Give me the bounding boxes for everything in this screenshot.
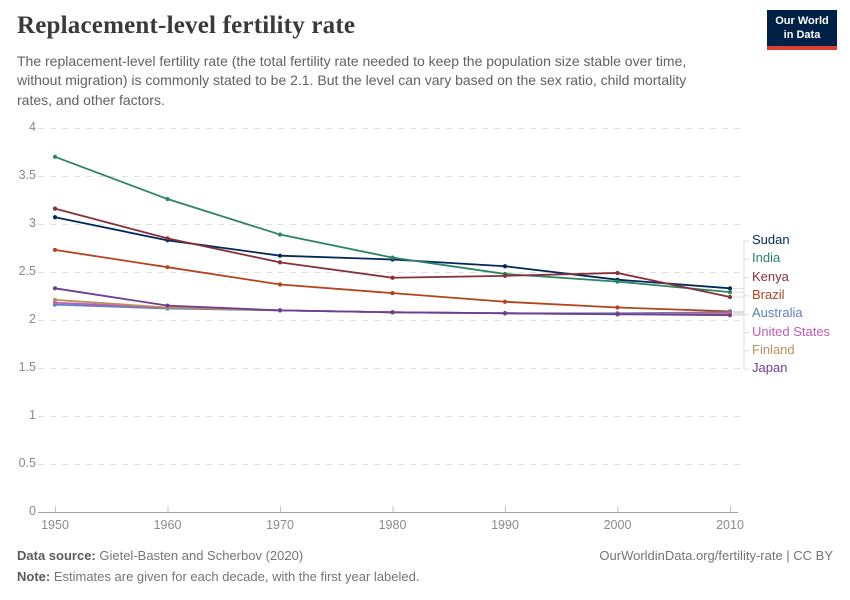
y-tick-3: 3 — [29, 216, 36, 230]
y-tick-2-5: 2.5 — [18, 264, 36, 278]
legend-item-australia[interactable]: Australia — [752, 305, 803, 321]
data-source-line: Data source: Gietel-Basten and Scherbov … — [17, 548, 303, 563]
y-tick-0-5: 0.5 — [18, 456, 36, 470]
x-tick-2010: 2010 — [716, 518, 744, 532]
note-line: Note: Estimates are given for each decad… — [17, 569, 419, 584]
owid-logo[interactable]: Our World in Data — [767, 10, 837, 50]
data-source-text: Gietel-Basten and Scherbov (2020) — [95, 548, 304, 563]
legend-item-sudan[interactable]: Sudan — [752, 232, 790, 247]
note-label: Note: — [17, 569, 51, 584]
chart-subtitle: The replacement-level fertility rate (th… — [17, 53, 687, 108]
x-tick-1970: 1970 — [266, 518, 294, 532]
legend-item-kenya[interactable]: Kenya — [752, 268, 789, 284]
x-tick-1990: 1990 — [491, 518, 519, 532]
legend-item-united-states[interactable]: United States — [752, 323, 831, 339]
x-tick-1960: 1960 — [153, 518, 182, 532]
license-link[interactable]: OurWorldinData.org/fertility-rate | CC B… — [599, 548, 833, 563]
legend-item-brazil[interactable]: Brazil — [752, 286, 785, 302]
legend-item-japan[interactable]: Japan — [752, 360, 788, 376]
data-source-label: Data source: — [17, 548, 96, 563]
x-tick-1950: 1950 — [41, 518, 69, 532]
y-tick-1-5: 1.5 — [18, 360, 36, 374]
x-tick-1980: 1980 — [378, 518, 407, 532]
y-tick-3-5: 3.5 — [18, 168, 36, 182]
y-tick-2: 2 — [29, 312, 36, 326]
legend-item-india[interactable]: India — [752, 250, 781, 266]
note-text: Estimates are given for each decade, wit… — [50, 569, 420, 584]
owid-logo-line1: Our World — [775, 15, 829, 27]
owid-logo-line2: in Data — [783, 28, 821, 41]
page-title: Replacement-level fertility rate — [17, 12, 356, 39]
x-tick-2000: 2000 — [603, 518, 632, 532]
y-tick-0: 0 — [29, 504, 36, 518]
y-tick-4: 4 — [29, 120, 36, 134]
y-tick-1: 1 — [29, 408, 36, 422]
legend-item-finland[interactable]: Finland — [752, 341, 795, 357]
